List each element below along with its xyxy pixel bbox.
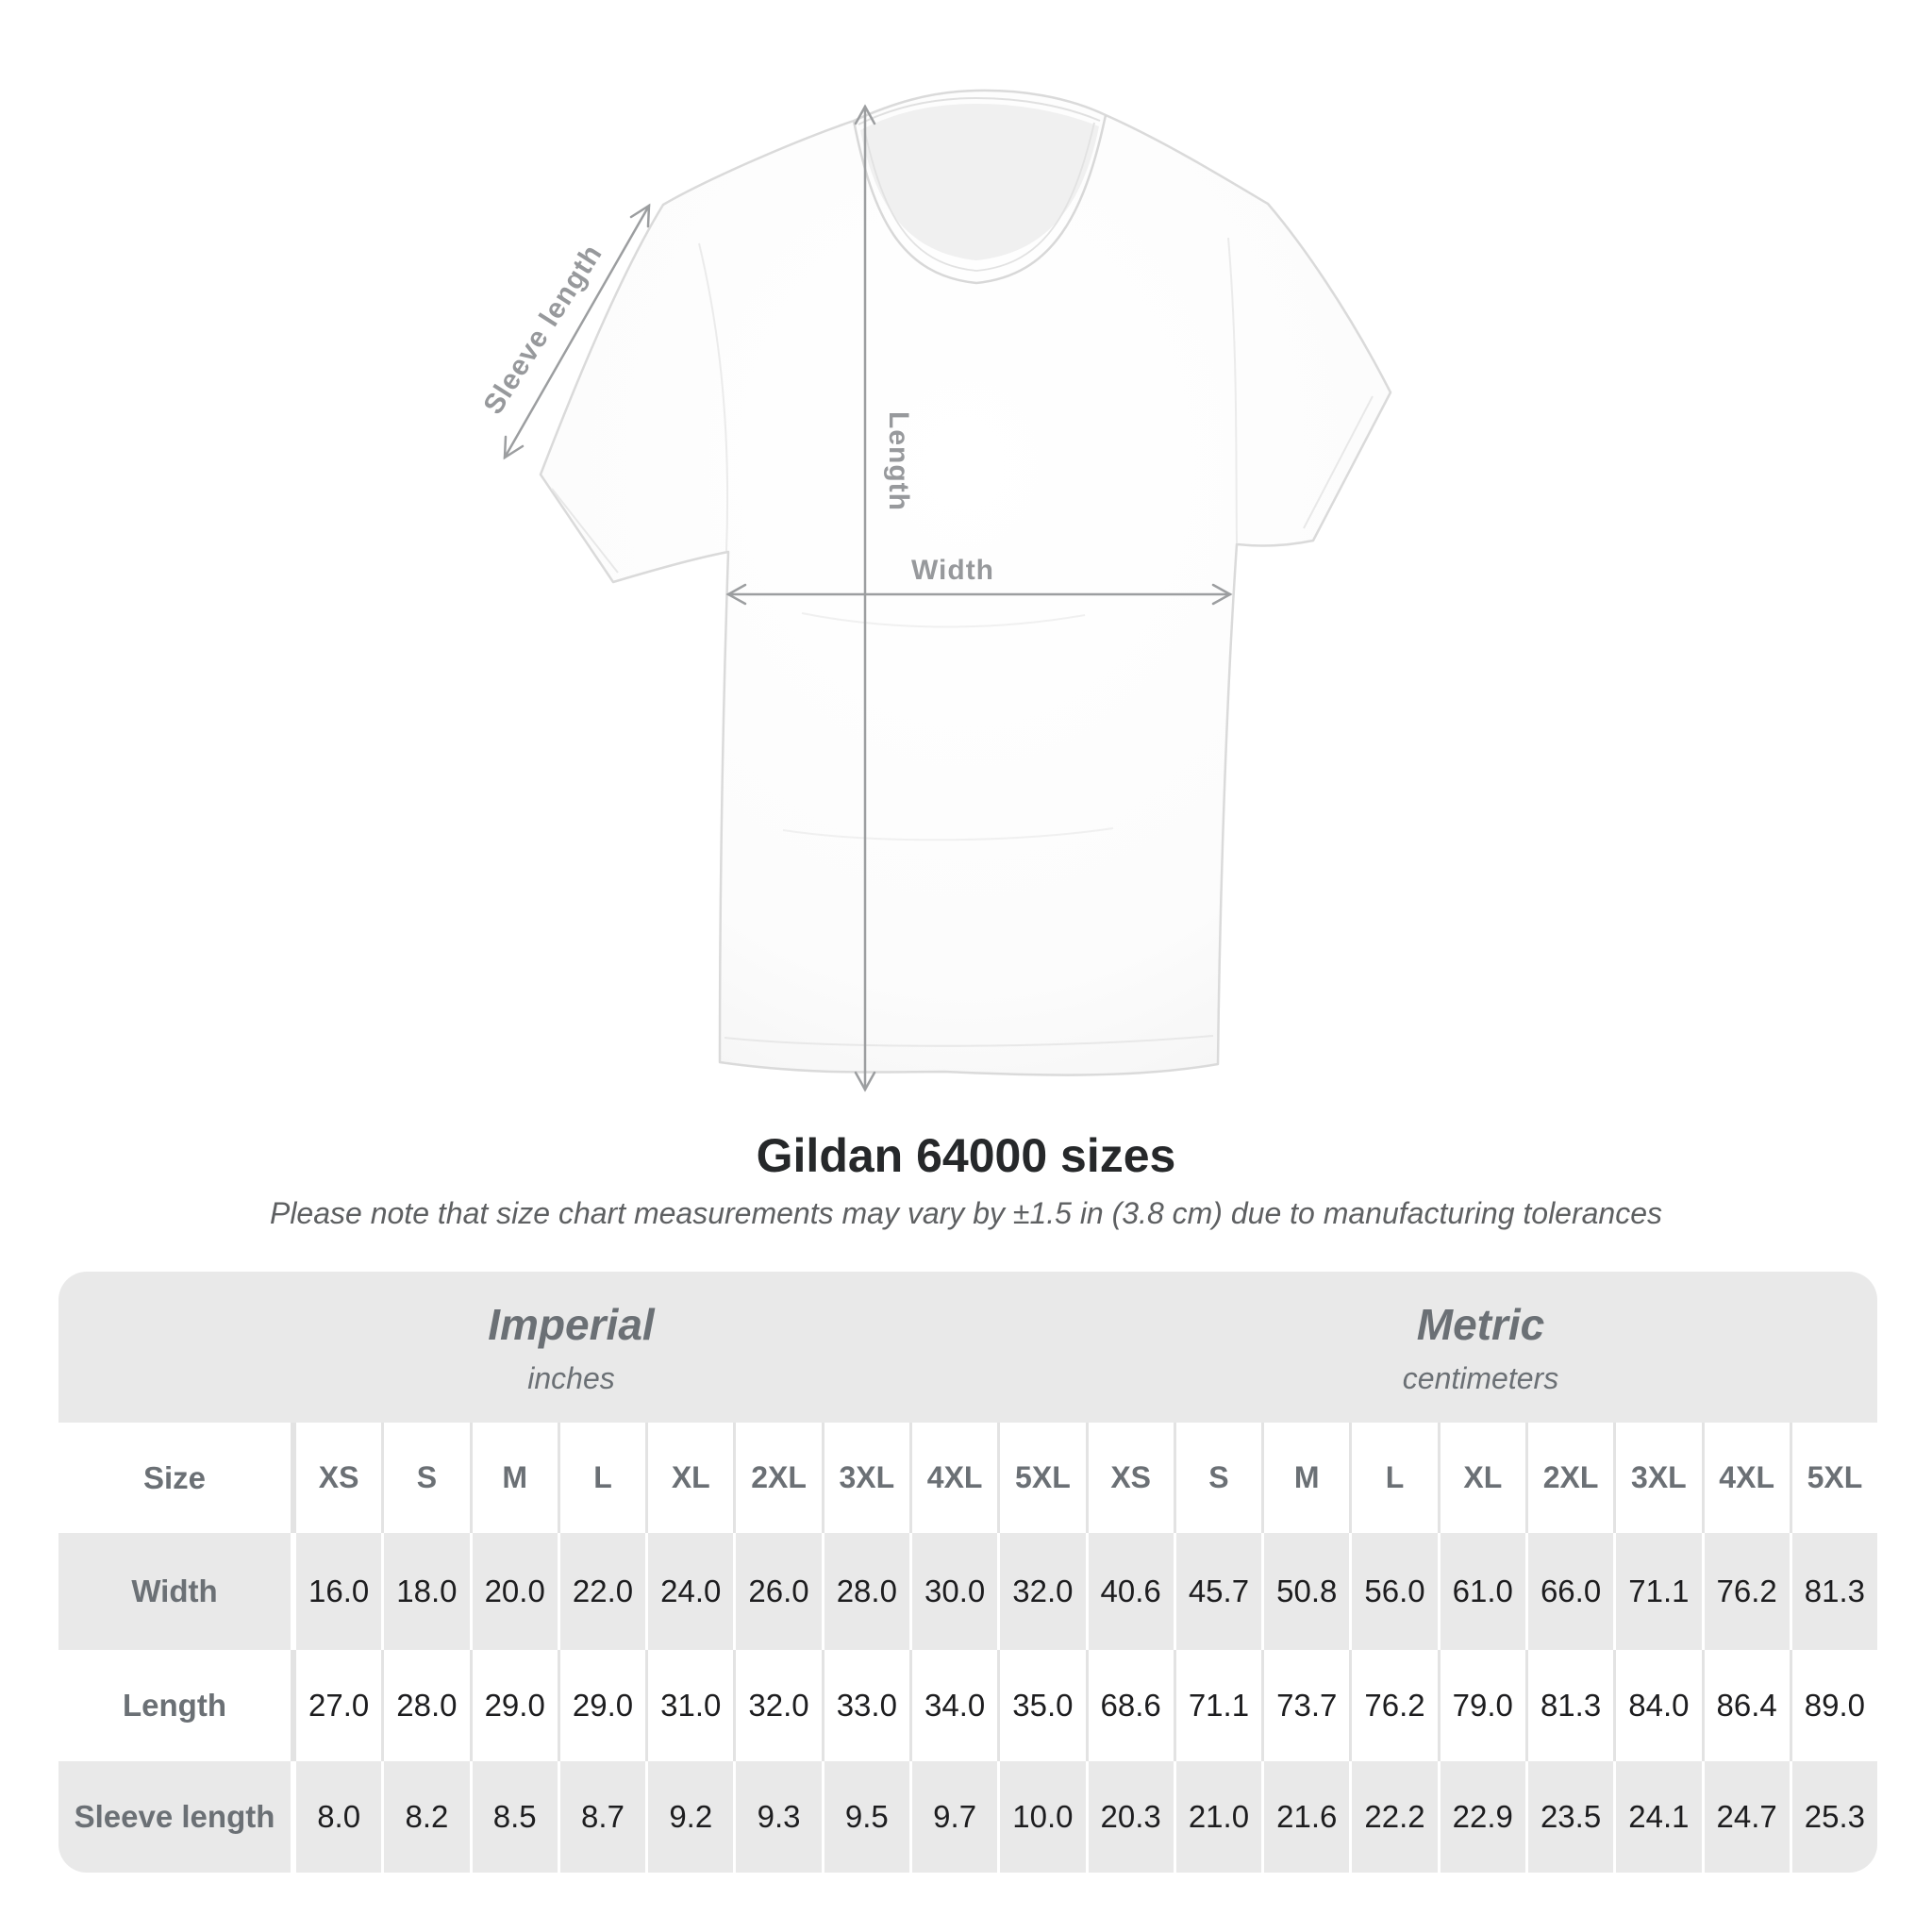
value-cell: 40.6 <box>1085 1533 1174 1650</box>
size-header-cell: XL <box>645 1423 733 1533</box>
value-cell: 16.0 <box>291 1533 381 1650</box>
size-header-cell: 2XL <box>733 1423 821 1533</box>
length-label: Length <box>883 411 914 511</box>
value-cell: 23.5 <box>1524 1761 1613 1873</box>
value-cell: 66.0 <box>1524 1533 1613 1650</box>
value-cell: 22.9 <box>1437 1761 1525 1873</box>
value-cell: 8.2 <box>381 1761 469 1873</box>
value-cell: 86.4 <box>1701 1650 1790 1761</box>
size-header-row: Size XS S M L XL 2XL 3XL 4XL 5XL XS S M L XL 2XL 3XL 4XL… <box>58 1423 1877 1533</box>
value-cell: 76.2 <box>1701 1533 1790 1650</box>
width-label: Width <box>911 555 994 586</box>
value-cell: 22.2 <box>1349 1761 1437 1873</box>
value-cell: 25.3 <box>1789 1761 1877 1873</box>
size-header-cell: S <box>1173 1423 1261 1533</box>
size-header-cell: 4XL <box>908 1423 997 1533</box>
value-cell: 24.1 <box>1613 1761 1701 1873</box>
size-header-cell: 5XL <box>997 1423 1085 1533</box>
length-row-label: Length <box>123 1688 226 1723</box>
value-cell: 32.0 <box>733 1650 821 1761</box>
sleeve-length-arrow <box>503 203 651 460</box>
value-cell: 18.0 <box>381 1533 469 1650</box>
length-row: Length 27.0 28.0 29.0 29.0 31.0 32.0 33.0 34.0 3… <box>58 1650 1877 1761</box>
size-corner-label: Size <box>142 1459 207 1495</box>
size-header-cell: XS <box>1085 1423 1174 1533</box>
tshirt-measurement-diagram: Sleeve length Length Width <box>477 89 1392 1092</box>
value-cell: 45.7 <box>1173 1533 1261 1650</box>
value-cell: 34.0 <box>908 1650 997 1761</box>
value-cell: 9.7 <box>908 1761 997 1873</box>
value-cell: 89.0 <box>1789 1650 1877 1761</box>
value-cell: 24.0 <box>645 1533 733 1650</box>
size-header-cell: 5XL <box>1789 1423 1877 1533</box>
size-header-cell: M <box>1261 1423 1349 1533</box>
value-cell: 84.0 <box>1613 1650 1701 1761</box>
value-cell: 31.0 <box>645 1650 733 1761</box>
title-block: Gildan 64000 sizes Please note that size… <box>0 1128 1932 1231</box>
width-arrow <box>725 583 1233 606</box>
value-cell: 20.0 <box>469 1533 558 1650</box>
value-cell: 35.0 <box>997 1650 1085 1761</box>
value-cell: 9.5 <box>821 1761 909 1873</box>
value-cell: 8.0 <box>291 1761 381 1873</box>
value-cell: 29.0 <box>557 1650 645 1761</box>
value-cell: 29.0 <box>469 1650 558 1761</box>
value-cell: 8.7 <box>557 1761 645 1873</box>
value-cell: 24.7 <box>1701 1761 1790 1873</box>
value-cell: 33.0 <box>821 1650 909 1761</box>
size-header-cell: XS <box>291 1423 381 1533</box>
value-cell: 21.6 <box>1261 1761 1349 1873</box>
value-cell: 32.0 <box>997 1533 1085 1650</box>
size-header-cell: S <box>381 1423 469 1533</box>
units-header-band: Imperial inches Metric centimeters <box>58 1272 1877 1423</box>
tshirt-photo <box>539 89 1392 1076</box>
size-header-cell: L <box>557 1423 645 1533</box>
value-cell: 27.0 <box>291 1650 381 1761</box>
value-cell: 30.0 <box>908 1533 997 1650</box>
value-cell: 10.0 <box>997 1761 1085 1873</box>
metric-section-header: Metric centimeters <box>1084 1272 1877 1423</box>
value-cell: 50.8 <box>1261 1533 1349 1650</box>
value-cell: 20.3 <box>1085 1761 1174 1873</box>
imperial-section-header: Imperial inches <box>58 1272 1084 1423</box>
value-cell: 28.0 <box>821 1533 909 1650</box>
value-cell: 22.0 <box>557 1533 645 1650</box>
size-header-cell: 3XL <box>1613 1423 1701 1533</box>
metric-unit: centimeters <box>1402 1360 1559 1395</box>
width-row: Width 16.0 18.0 20.0 22.0 24.0 26.0 28.0 30.0 32… <box>58 1533 1877 1650</box>
size-header-cell: 4XL <box>1701 1423 1790 1533</box>
sleeve-length-row: Sleeve length 8.0 8.2 8.5 8.7 9.2 9.3 9.5 9.7 10… <box>58 1761 1877 1873</box>
value-cell: 9.3 <box>733 1761 821 1873</box>
size-table: Imperial inches Metric centimeters Size … <box>58 1272 1877 1873</box>
length-arrow <box>854 104 876 1092</box>
value-cell: 8.5 <box>469 1761 558 1873</box>
width-row-label: Width <box>131 1574 218 1608</box>
imperial-unit: inches <box>527 1360 615 1395</box>
sleeve-length-row-label: Sleeve length <box>74 1799 275 1834</box>
value-cell: 79.0 <box>1437 1650 1525 1761</box>
metric-title: Metric <box>1416 1299 1545 1349</box>
value-cell: 76.2 <box>1349 1650 1437 1761</box>
size-header-cell: XL <box>1437 1423 1525 1533</box>
size-header-cell: M <box>469 1423 558 1533</box>
size-header-cell: L <box>1349 1423 1437 1533</box>
value-cell: 71.1 <box>1173 1650 1261 1761</box>
value-cell: 81.3 <box>1524 1650 1613 1761</box>
imperial-title: Imperial <box>488 1299 655 1349</box>
value-cell: 81.3 <box>1789 1533 1877 1650</box>
value-cell: 9.2 <box>645 1761 733 1873</box>
value-cell: 26.0 <box>733 1533 821 1650</box>
value-cell: 56.0 <box>1349 1533 1437 1650</box>
value-cell: 28.0 <box>381 1650 469 1761</box>
value-cell: 68.6 <box>1085 1650 1174 1761</box>
value-cell: 73.7 <box>1261 1650 1349 1761</box>
tolerance-note: Please note that size chart measurements… <box>269 1196 1663 1230</box>
value-cell: 71.1 <box>1613 1533 1701 1650</box>
value-cell: 21.0 <box>1173 1761 1261 1873</box>
page-title: Gildan 64000 sizes <box>756 1129 1176 1182</box>
size-header-cell: 2XL <box>1524 1423 1613 1533</box>
value-cell: 61.0 <box>1437 1533 1525 1650</box>
size-header-cell: 3XL <box>821 1423 909 1533</box>
